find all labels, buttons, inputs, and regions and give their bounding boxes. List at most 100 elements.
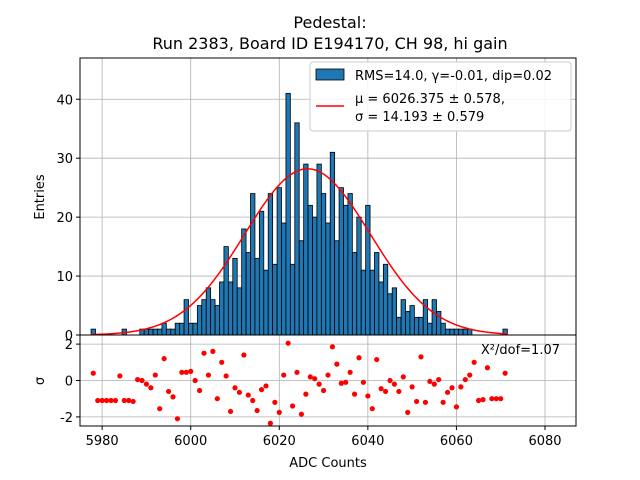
residual-point <box>471 359 477 365</box>
residual-point <box>409 384 415 390</box>
residual-point <box>365 393 371 399</box>
histogram-bar <box>431 299 437 336</box>
histogram-bar <box>418 316 424 336</box>
legend-fit-label-line1: μ = 6026.375 ± 0.578, <box>355 92 505 107</box>
residual-point <box>192 377 198 384</box>
x-axis-ticks: 5980 6000 6020 6040 6060 6080 <box>86 426 562 449</box>
residual-point <box>232 385 238 391</box>
y-tick-label-bottom: 2 <box>65 338 73 353</box>
residual-point <box>272 399 278 405</box>
histogram-bar <box>378 281 384 336</box>
residual-point <box>139 377 145 384</box>
residual-point <box>165 388 172 395</box>
residual-point <box>223 373 229 379</box>
residual-point <box>276 409 282 415</box>
residual-point <box>427 378 433 385</box>
residual-point <box>161 356 167 362</box>
histogram-bar <box>170 328 176 336</box>
histogram-bar <box>413 316 420 336</box>
residual-point <box>130 398 136 405</box>
histogram-bar <box>196 305 203 336</box>
histogram-bar <box>343 204 349 336</box>
histogram-bar <box>391 287 398 336</box>
histogram-bar <box>267 193 274 336</box>
x-tick-label: 6020 <box>263 434 296 449</box>
histogram-bar <box>298 240 305 336</box>
residual-point <box>382 388 389 395</box>
x-tick-label: 6080 <box>528 434 561 449</box>
histogram-bar <box>338 187 344 336</box>
histogram-bar <box>241 228 247 336</box>
residual-point <box>263 383 269 389</box>
residual-point <box>316 381 322 387</box>
histogram-bar <box>205 287 212 336</box>
residual-point <box>201 350 207 356</box>
residual-point <box>196 387 203 394</box>
histogram-bar <box>312 216 318 336</box>
histogram-bar <box>320 193 327 336</box>
histogram-bar <box>365 204 371 336</box>
residual-point <box>462 376 468 383</box>
residual-point <box>99 397 105 404</box>
residual-point <box>329 344 336 350</box>
residual-point <box>126 397 132 404</box>
histogram-bar <box>285 92 291 336</box>
x-tick-label: 6060 <box>440 434 473 449</box>
residual-point <box>205 372 212 378</box>
histogram-y-ticks: 0 10 20 30 40 <box>56 93 80 344</box>
y-tick-label-top: 10 <box>56 270 73 285</box>
residual-point <box>374 356 380 363</box>
residual-point <box>440 399 446 405</box>
residual-point <box>502 370 508 376</box>
histogram-bar <box>405 311 411 336</box>
histogram-bar <box>444 328 451 336</box>
residual-point <box>183 369 189 375</box>
residual-point <box>112 397 119 404</box>
residual-point <box>219 359 225 365</box>
residual-point <box>254 407 260 414</box>
residual-point <box>489 396 495 402</box>
y-axis-label-sigma: σ <box>33 377 48 385</box>
residual-point <box>467 372 473 378</box>
histogram-bar <box>294 122 300 336</box>
residual-point <box>241 352 247 358</box>
residual-point <box>134 376 141 383</box>
x-tick-label: 5980 <box>86 434 119 449</box>
residual-point <box>103 397 110 404</box>
histogram-bar <box>400 299 406 336</box>
residual-point <box>289 403 296 409</box>
residual-point <box>338 380 344 386</box>
histogram-bar <box>276 187 282 336</box>
histogram-bar <box>258 210 265 336</box>
histogram-bar <box>462 328 468 336</box>
histogram-bar <box>427 322 433 336</box>
y-tick-label-bottom: 0 <box>65 375 73 390</box>
legend-hist-swatch <box>315 68 345 81</box>
histogram-bar <box>263 269 269 336</box>
histogram-bar <box>351 252 358 336</box>
x-axis-label: ADC Counts <box>289 456 367 471</box>
histogram-bar <box>396 316 402 336</box>
histogram-bars <box>90 92 508 336</box>
histogram-bar <box>143 328 150 336</box>
residual-point <box>444 389 451 395</box>
residual-point <box>405 409 411 415</box>
y-tick-label-top: 20 <box>56 211 73 226</box>
histogram-bar <box>152 328 158 336</box>
residual-point <box>157 406 163 412</box>
residual-point <box>396 388 402 395</box>
legend-fit-label-line2: σ = 14.193 ± 0.579 <box>355 110 484 125</box>
histogram-bar <box>201 299 207 336</box>
histogram-bar <box>281 222 287 336</box>
residual-point <box>258 387 265 393</box>
histogram-bar <box>183 299 189 336</box>
residual-point <box>480 397 486 403</box>
residual-point <box>307 374 313 380</box>
residual-point <box>498 396 504 402</box>
residual-point <box>303 391 309 397</box>
residual-point <box>369 406 375 412</box>
residual-point <box>351 391 358 397</box>
residual-point <box>453 404 460 410</box>
residual-point <box>285 340 291 346</box>
histogram-bar <box>219 281 225 336</box>
